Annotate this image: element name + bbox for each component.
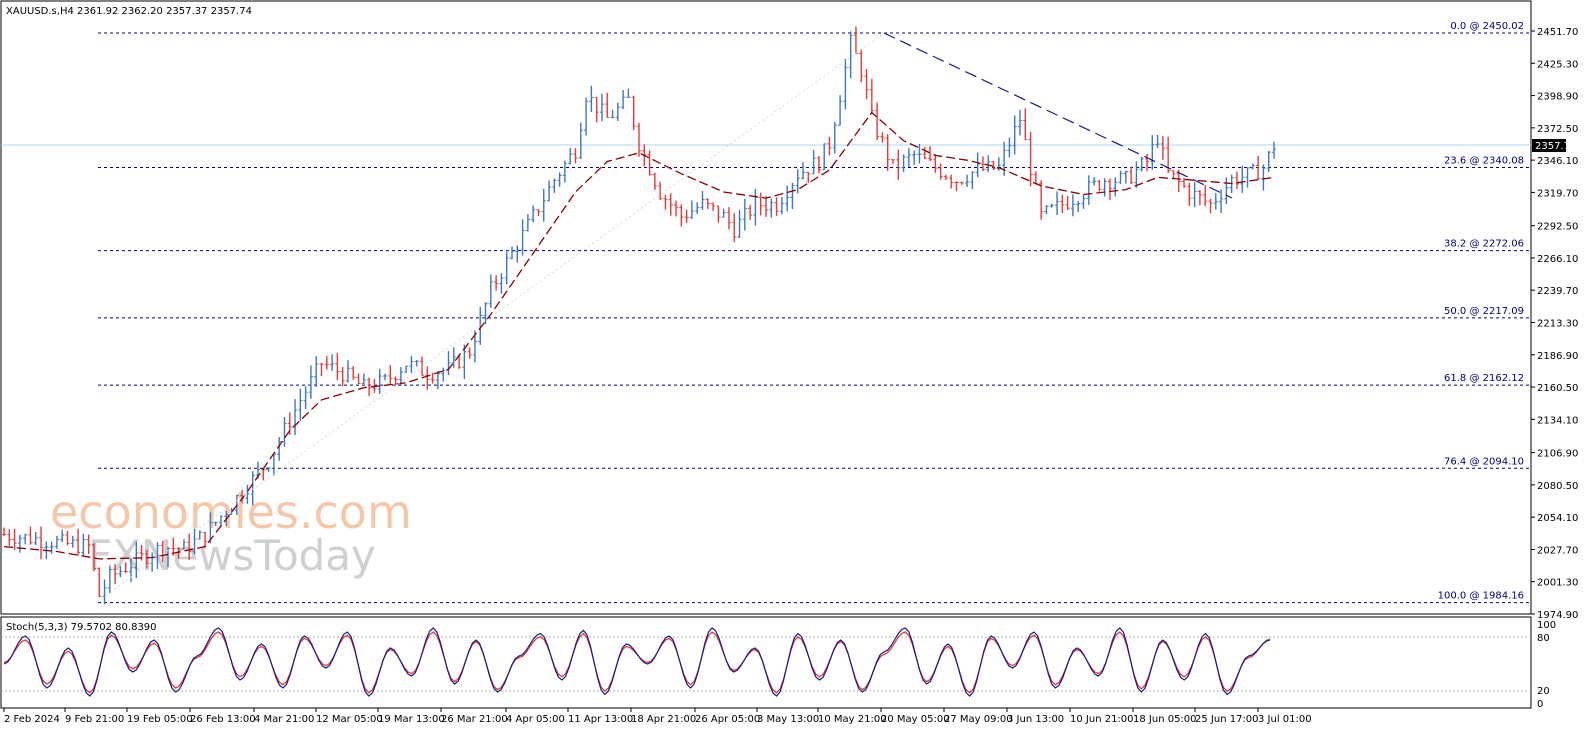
time-tick-label: 11 Apr 13:00 <box>568 714 633 725</box>
time-tick-label: 19 Mar 13:00 <box>378 714 445 725</box>
time-tick-label: 4 Mar 21:00 <box>254 714 314 725</box>
price-tick-label: 2027.70 <box>1537 545 1578 556</box>
fib-level-label: 76.4 @ 2094.10 <box>1444 456 1524 467</box>
current-price-badge <box>1532 139 1566 152</box>
stoch-tick-100: 100 <box>1537 620 1556 631</box>
time-tick-label: 26 Mar 21:00 <box>441 714 508 725</box>
stoch-frame <box>0 616 1532 709</box>
price-tick-label: 2319.70 <box>1537 188 1578 199</box>
stoch-label: Stoch(5,3,3) 79.5702 80.8390 <box>6 622 157 633</box>
price-tick-label: 1974.90 <box>1537 610 1578 621</box>
stoch-tick-0: 0 <box>1537 699 1543 710</box>
time-tick-label: 26 Apr 05:00 <box>695 714 760 725</box>
price-tick-label: 2451.70 <box>1537 27 1578 38</box>
price-tick-label: 2186.90 <box>1537 351 1578 362</box>
current-price-label: 2357.74 <box>1535 141 1576 152</box>
fib-level-label: 38.2 @ 2272.06 <box>1444 239 1524 250</box>
price-tick-label: 2160.50 <box>1537 383 1578 394</box>
symbol-header: XAUUSD.s,H4 2361.92 2362.20 2357.37 2357… <box>6 6 252 17</box>
price-tick-label: 2054.10 <box>1537 513 1578 524</box>
price-tick-label: 2106.90 <box>1537 449 1578 460</box>
price-tick-label: 2266.10 <box>1537 254 1578 265</box>
time-tick-label: 10 Jun 21:00 <box>1070 714 1134 725</box>
time-tick-label: 26 Feb 13:00 <box>190 714 256 725</box>
moving-average-line <box>3 111 1275 560</box>
time-tick-label: 25 Jun 17:00 <box>1195 714 1259 725</box>
fib-level-label: 0.0 @ 2450.02 <box>1450 21 1524 32</box>
price-tick-label: 2080.50 <box>1537 481 1578 492</box>
price-tick-label: 2134.10 <box>1537 415 1578 426</box>
stoch-signal-line <box>3 631 1271 694</box>
time-tick-label: 27 May 09:00 <box>944 714 1013 725</box>
downtrend-line <box>883 32 1233 199</box>
stoch-tick-80: 80 <box>1537 633 1550 644</box>
stoch-tick-20: 20 <box>1537 686 1550 697</box>
fib-level-label: 61.8 @ 2162.12 <box>1444 373 1524 384</box>
time-tick-label: 4 Apr 05:00 <box>506 714 565 725</box>
time-tick-label: 18 Jun 05:00 <box>1133 714 1197 725</box>
main-chart-frame <box>0 0 1532 615</box>
time-tick-label: 3 Jun 13:00 <box>1007 714 1064 725</box>
time-tick-label: 10 May 21:00 <box>818 714 887 725</box>
price-tick-label: 2372.50 <box>1537 124 1578 135</box>
price-tick-label: 2239.70 <box>1537 286 1578 297</box>
fibonacci-levels: 0.0 @ 2450.02 23.6 @ 2340.08 38.2 @ 2272.0… <box>98 21 1531 604</box>
fib-level-label: 50.0 @ 2217.09 <box>1444 306 1524 317</box>
price-tick-label: 2398.90 <box>1537 92 1578 103</box>
price-axis: 2451.70 2425.30 2398.90 2372.50 2346.10 2319.… <box>1531 27 1578 621</box>
time-tick-label: 20 May 05:00 <box>881 714 950 725</box>
price-tick-label: 2213.30 <box>1537 319 1578 330</box>
time-tick-label: 19 Feb 05:00 <box>127 714 193 725</box>
fibonacci-anchor-line <box>97 32 885 602</box>
price-candles <box>2 26 1276 605</box>
time-tick-label: 12 Mar 05:00 <box>316 714 383 725</box>
time-tick-label: 3 Jul 01:00 <box>1258 714 1312 725</box>
price-tick-label: 2292.50 <box>1537 222 1578 233</box>
stoch-main-line <box>3 627 1271 697</box>
price-tick-label: 2425.30 <box>1537 59 1578 70</box>
fib-level-label: 100.0 @ 1984.16 <box>1438 591 1524 602</box>
time-tick-label: 9 Feb 21:00 <box>65 714 124 725</box>
time-tick-label: 18 Apr 21:00 <box>631 714 696 725</box>
price-tick-label: 2001.30 <box>1537 578 1578 589</box>
price-tick-label: 2346.10 <box>1537 156 1578 167</box>
time-tick-label: 3 May 13:00 <box>757 714 819 725</box>
time-tick-label: 2 Feb 2024 <box>4 714 60 725</box>
fib-level-label: 23.6 @ 2340.08 <box>1444 155 1524 166</box>
